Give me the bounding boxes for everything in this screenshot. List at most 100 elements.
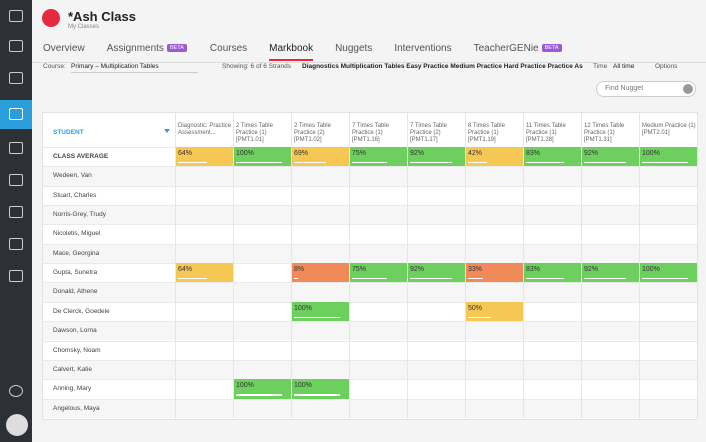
nav-icon[interactable] [9, 10, 23, 22]
nav-icon[interactable] [9, 206, 23, 218]
time-select[interactable]: All time [613, 63, 635, 70]
score-cell[interactable]: 92% [581, 263, 639, 283]
column-divider [291, 113, 292, 419]
divider [32, 62, 706, 63]
tab[interactable]: Assignments [106, 43, 164, 54]
score-text: 92% [584, 266, 599, 274]
nav-icon[interactable] [9, 270, 23, 282]
nav-active[interactable] [0, 100, 32, 129]
avatar[interactable] [6, 414, 28, 436]
score-cell[interactable]: 100% [639, 147, 697, 167]
score-bar [526, 161, 565, 164]
column-header[interactable]: 7 Times Table Practice (1) [PMT1.16] [352, 123, 389, 143]
options-menu[interactable]: Options [655, 63, 678, 70]
score-cell[interactable]: 69% [291, 147, 349, 167]
row [43, 321, 697, 341]
column-header[interactable]: 2 Times Table Practice (2) [PMT1.02] [294, 123, 331, 143]
breadcrumb[interactable]: My Classes [68, 24, 100, 30]
tab[interactable]: Nuggets [335, 43, 373, 54]
score-text: 33% [468, 266, 483, 274]
student-name[interactable]: Wedeen, Van [53, 172, 92, 180]
score-cell[interactable]: 92% [407, 147, 465, 167]
search-box[interactable]: Find Nugget [596, 81, 696, 97]
score-cell[interactable]: 33% [465, 263, 523, 283]
row [43, 243, 697, 264]
student-name[interactable]: Calvert, Katie [53, 365, 93, 373]
sidebar [0, 0, 32, 442]
score-cell[interactable]: 8% [291, 263, 349, 283]
tab[interactable]: Markbook [269, 43, 314, 54]
student-name[interactable]: Nicoletis, Miguel [53, 230, 101, 238]
column-divider [523, 113, 524, 419]
score-text: 8% [294, 266, 305, 274]
score-cell[interactable]: 64% [175, 147, 233, 167]
nav-icon[interactable] [9, 40, 23, 52]
score-bar [410, 277, 453, 280]
score-cell[interactable]: 64% [175, 263, 233, 283]
column-divider [407, 113, 408, 419]
score-cell[interactable]: 100% [291, 301, 349, 322]
score-cell[interactable]: 100% [233, 379, 291, 399]
score-text: 75% [352, 266, 367, 274]
student-name[interactable]: Stuart, Charles [53, 191, 97, 199]
column-header[interactable]: 2 Times Table Practice (1) [PMT1.01] [236, 123, 273, 143]
nav-icon[interactable] [9, 174, 23, 186]
tab[interactable]: Interventions [394, 43, 452, 54]
score-cell[interactable]: 100% [291, 379, 349, 399]
student-name[interactable]: Dawson, Lorna [53, 327, 97, 335]
tab[interactable]: Courses [209, 43, 248, 54]
student-name[interactable]: Anning, Mary [53, 385, 92, 393]
score-cell[interactable]: 92% [581, 147, 639, 167]
column-header[interactable]: 11 Times Table Practice (1) [PMT1.28] [526, 123, 566, 143]
score-cell[interactable]: 100% [233, 147, 291, 167]
score-text: 75% [352, 150, 367, 157]
student-name[interactable]: De Clerck, Goedele [53, 307, 110, 315]
score-text: 100% [642, 150, 660, 157]
nav-icon[interactable] [9, 142, 23, 154]
score-bar [294, 316, 340, 319]
student-header[interactable]: STUDENT [53, 129, 84, 136]
score-cell[interactable]: 100% [639, 263, 697, 283]
sort-arrow[interactable] [164, 129, 170, 133]
score-cell[interactable]: 75% [349, 263, 407, 283]
score-cell[interactable]: 50% [465, 301, 523, 322]
student-name[interactable]: Norris-Grey, Trudy [53, 211, 106, 219]
score-text: 50% [468, 304, 483, 312]
student-name[interactable]: Mace, Georgina [53, 249, 100, 257]
column-header[interactable]: Medium Practice (1) [PMT2.01] [642, 123, 696, 136]
score-cell[interactable]: 92% [407, 263, 465, 283]
row [43, 205, 697, 225]
course-select[interactable]: Primary – Multiplication Tables [71, 63, 198, 73]
nav-icon[interactable] [9, 72, 23, 84]
nav-icon[interactable] [9, 108, 23, 120]
back-button[interactable] [42, 9, 60, 27]
search-icon[interactable] [683, 84, 693, 94]
column-header[interactable]: Diagnostic: Practice Assessment... [178, 123, 232, 136]
score-cell[interactable]: 42% [465, 147, 523, 167]
score-text: 42% [468, 150, 483, 157]
column-divider [639, 113, 640, 419]
score-cell[interactable]: 75% [349, 147, 407, 167]
nav-icon[interactable] [9, 238, 23, 250]
markbook-table: STUDENT Diagnostic: Practice Assessment..… [42, 112, 698, 420]
student-name[interactable]: Donald, Athene [53, 288, 98, 296]
tab[interactable]: TeacherGENie [473, 43, 539, 54]
strands[interactable]: Diagnostics Multiplication Tables Easy P… [302, 63, 583, 70]
beta-badge: BETA [166, 44, 187, 52]
student-name[interactable]: Chomsky, Noam [53, 346, 101, 354]
student-name: CLASS AVERAGE [53, 153, 109, 160]
column-header[interactable]: 8 Times Table Practice (1) [PMT1.19] [468, 123, 505, 143]
student-name[interactable]: Gupta, Sunetra [53, 269, 98, 277]
help-icon[interactable] [9, 385, 23, 397]
student-name[interactable]: Angelous, Maya [53, 404, 100, 412]
column-header[interactable]: 7 Times Table Practice (2) [PMT1.17] [410, 123, 447, 143]
score-cell[interactable]: 83% [523, 147, 581, 167]
column-header[interactable]: 12 Times Table Practice (1) [PMT1.31] [584, 123, 625, 143]
score-bar [584, 277, 627, 280]
tab[interactable]: Overview [43, 43, 85, 54]
score-text: 69% [294, 150, 309, 157]
score-cell[interactable]: 83% [523, 263, 581, 283]
strand-count[interactable]: Showing: 6 of 6 Strands [222, 63, 292, 70]
score-bar [468, 316, 491, 319]
